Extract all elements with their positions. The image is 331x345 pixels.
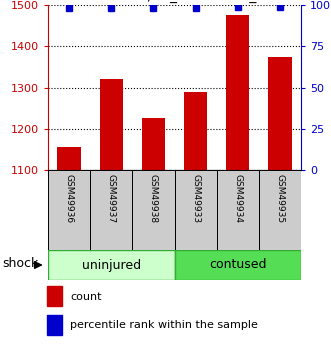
Bar bbox=[184, 92, 207, 170]
Bar bbox=[226, 15, 249, 170]
Text: GSM49936: GSM49936 bbox=[65, 174, 73, 223]
Text: GSM49937: GSM49937 bbox=[107, 174, 116, 223]
Text: GSM49938: GSM49938 bbox=[149, 174, 158, 223]
Text: GSM49935: GSM49935 bbox=[275, 174, 284, 223]
Text: GSM49934: GSM49934 bbox=[233, 174, 242, 223]
Bar bbox=[268, 57, 292, 170]
Text: uninjured: uninjured bbox=[82, 258, 141, 272]
Bar bbox=[48, 170, 90, 250]
Bar bbox=[48, 250, 174, 280]
Bar bbox=[100, 79, 123, 170]
Bar bbox=[259, 170, 301, 250]
Text: contused: contused bbox=[209, 258, 266, 272]
Bar bbox=[58, 147, 81, 170]
Text: GSM49933: GSM49933 bbox=[191, 174, 200, 223]
Text: count: count bbox=[70, 292, 101, 302]
Text: percentile rank within the sample: percentile rank within the sample bbox=[70, 321, 258, 331]
Bar bbox=[47, 315, 62, 335]
Bar bbox=[174, 170, 217, 250]
Bar bbox=[90, 170, 132, 250]
Bar bbox=[132, 170, 174, 250]
Text: shock: shock bbox=[2, 257, 39, 270]
Bar bbox=[174, 250, 301, 280]
Bar bbox=[142, 118, 165, 170]
Title: GDS1238 / rc_AA817997_at: GDS1238 / rc_AA817997_at bbox=[78, 0, 271, 2]
Bar bbox=[217, 170, 259, 250]
Bar bbox=[47, 286, 62, 306]
